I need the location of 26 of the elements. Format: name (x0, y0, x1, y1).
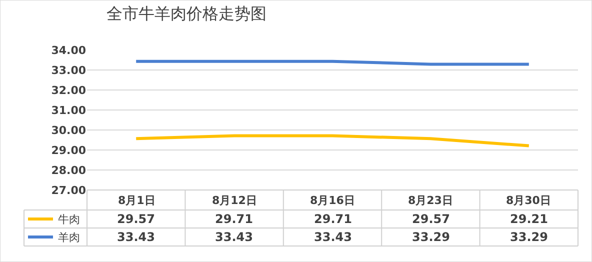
data-label: 29.71 (314, 212, 352, 226)
y-tick-label: 30.00 (51, 124, 86, 137)
y-tick-label: 28.00 (51, 164, 86, 177)
y-tick-label: 31.00 (51, 104, 86, 117)
y-tick-label: 34.00 (51, 44, 86, 57)
data-label: 29.57 (117, 212, 155, 226)
y-tick-label: 29.00 (51, 144, 86, 157)
x-tick-label: 8月23日 (408, 194, 453, 207)
data-label: 33.43 (215, 230, 253, 244)
x-tick-label: 8月1日 (118, 194, 156, 207)
data-label: 29.71 (215, 212, 253, 226)
y-tick-label: 27.00 (51, 184, 86, 197)
data-label: 33.43 (314, 230, 352, 244)
x-tick-label: 8月12日 (212, 194, 257, 207)
data-label: 33.43 (117, 230, 155, 244)
data-label: 29.57 (412, 212, 450, 226)
y-tick-label: 32.00 (51, 84, 86, 97)
data-label: 33.29 (510, 230, 548, 244)
y-tick-label: 33.00 (51, 64, 86, 77)
data-label: 33.29 (412, 230, 450, 244)
data-label: 29.21 (510, 212, 548, 226)
legend-label: 羊肉 (58, 231, 80, 244)
x-tick-label: 8月16日 (310, 194, 355, 207)
legend-label: 牛肉 (58, 213, 80, 226)
x-tick-label: 8月30日 (506, 194, 551, 207)
chart-title: 全市牛羊肉价格走势图 (106, 4, 267, 24)
